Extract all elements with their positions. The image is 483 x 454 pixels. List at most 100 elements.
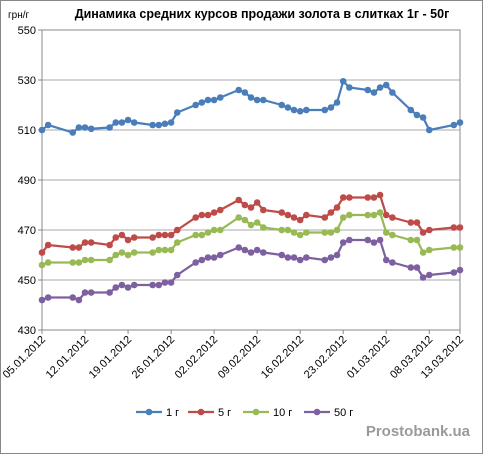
- point: [130, 281, 138, 289]
- point: [259, 249, 267, 256]
- point: [284, 226, 292, 234]
- point: [204, 254, 212, 261]
- point: [346, 236, 353, 244]
- y-tick-label: 450: [18, 275, 36, 287]
- point: [333, 226, 341, 234]
- point: [124, 116, 132, 124]
- point: [413, 264, 421, 271]
- point: [450, 244, 458, 251]
- point: [333, 251, 341, 259]
- point: [450, 269, 458, 276]
- legend-marker: [252, 408, 260, 416]
- point: [253, 199, 261, 206]
- y-tick-label: 510: [18, 125, 36, 137]
- point: [69, 259, 77, 266]
- point: [364, 194, 372, 201]
- point: [204, 96, 212, 104]
- point: [38, 126, 46, 134]
- point: [413, 236, 421, 244]
- point: [161, 246, 169, 254]
- point: [278, 226, 286, 234]
- point: [192, 214, 199, 221]
- point: [124, 251, 132, 259]
- point: [456, 224, 464, 231]
- point: [407, 219, 415, 226]
- point: [241, 216, 249, 224]
- point: [376, 191, 384, 199]
- point: [149, 249, 156, 256]
- point: [425, 271, 433, 279]
- legend-marker: [145, 408, 153, 416]
- point: [155, 246, 163, 254]
- point: [382, 81, 390, 89]
- point: [81, 256, 89, 264]
- point: [112, 119, 120, 126]
- legend-label: 10 г: [273, 407, 292, 419]
- point: [87, 256, 95, 264]
- point: [235, 196, 243, 204]
- point: [216, 94, 224, 101]
- point: [161, 231, 169, 239]
- point: [167, 279, 175, 286]
- point: [382, 211, 390, 219]
- point: [155, 231, 163, 239]
- point: [389, 214, 396, 221]
- point: [81, 124, 89, 131]
- point: [296, 107, 304, 115]
- point: [118, 281, 126, 289]
- point: [364, 211, 372, 219]
- point: [321, 214, 329, 221]
- point: [327, 254, 335, 261]
- point: [210, 254, 218, 261]
- y-tick-label: 550: [18, 25, 36, 37]
- point: [370, 89, 378, 96]
- point: [456, 266, 464, 274]
- point: [346, 84, 353, 91]
- point: [192, 101, 199, 109]
- point: [235, 244, 243, 251]
- point: [44, 121, 52, 129]
- point: [173, 109, 181, 116]
- point: [284, 254, 292, 261]
- point: [259, 206, 267, 214]
- point: [118, 231, 126, 239]
- point: [173, 271, 181, 279]
- legend-label: 5 г: [218, 407, 231, 419]
- plot-border: [41, 29, 461, 331]
- legend-marker: [197, 408, 205, 416]
- legend-label: 1 г: [166, 407, 179, 419]
- point: [259, 96, 267, 104]
- point: [284, 211, 292, 219]
- point: [167, 246, 175, 254]
- point: [247, 204, 255, 211]
- point: [413, 111, 421, 119]
- point: [290, 106, 298, 114]
- point: [198, 99, 206, 106]
- point: [456, 119, 464, 126]
- point: [235, 86, 243, 94]
- point: [450, 121, 458, 129]
- point: [339, 194, 347, 201]
- point: [81, 239, 89, 246]
- point: [364, 236, 372, 244]
- point: [198, 231, 206, 239]
- point: [327, 229, 335, 236]
- point: [407, 236, 415, 244]
- point: [253, 246, 261, 254]
- point: [75, 259, 83, 266]
- point: [346, 194, 353, 201]
- point: [106, 289, 113, 296]
- chart-title: Динамика средних курсов продажи золота в…: [75, 7, 450, 21]
- point: [81, 289, 89, 296]
- point: [284, 104, 292, 111]
- point: [425, 226, 433, 234]
- point: [419, 114, 427, 121]
- point: [130, 234, 138, 241]
- point: [38, 249, 46, 256]
- point: [69, 294, 77, 301]
- point: [278, 251, 286, 259]
- point: [87, 289, 95, 296]
- point: [216, 206, 224, 214]
- point: [106, 124, 113, 131]
